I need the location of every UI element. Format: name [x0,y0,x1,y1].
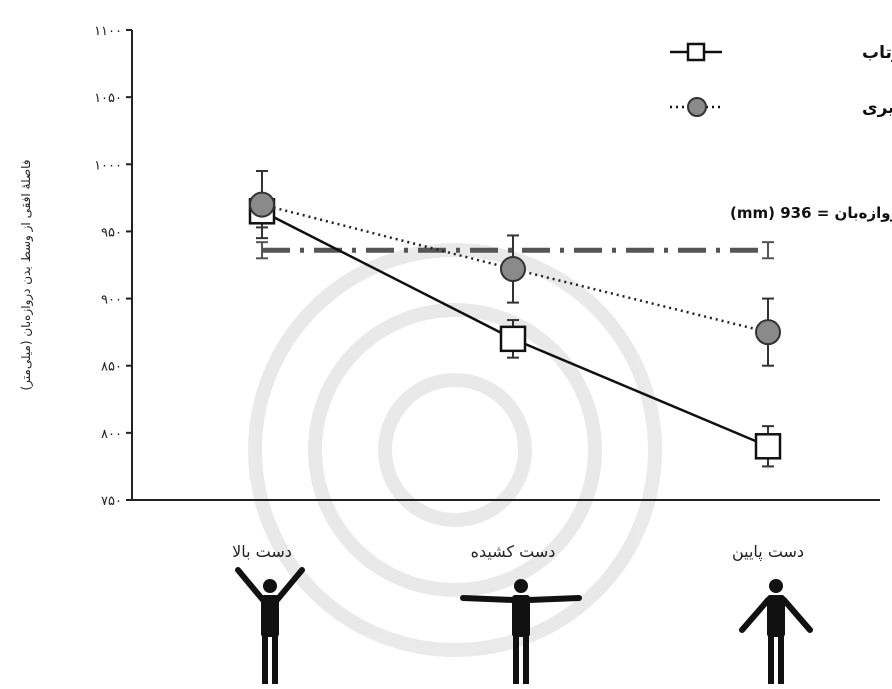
square-point [754,433,782,460]
square-point [499,325,527,353]
reference-annotation: دسترسی دروازه‌بان = 936 (mm) [730,204,892,222]
y-ticks: ۷۵۰ ۸۰۰ ۸۵۰ ۹۰۰ ۹۵۰ ۱۰۰۰ ۱۰۵۰ ۱۱۰۰ [94,24,132,509]
y-tick-label: ۷۵۰ [101,494,122,509]
legend-label: هدف‌گیری [862,97,892,118]
y-tick-label: ۹۰۰ [101,293,122,308]
category-label: دست کشیده [471,542,556,561]
pose-figures [235,567,813,684]
y-tick-label: ۸۰۰ [101,427,122,442]
circle-point [755,319,781,346]
y-axis-label: فاصلهٔ افقی از وسط بدن دروازه‌بان (میلی‌… [19,159,34,390]
y-tick-label: ۱۰۰۰ [94,158,122,173]
y-tick-label: ۱۱۰۰ [94,24,122,39]
legend: پرتاب هدف‌گیری [670,42,892,118]
category-label: دست پایین [732,542,804,562]
y-tick-label: ۸۵۰ [101,360,122,375]
legend-marker [687,97,707,117]
series-group [248,170,782,468]
pose-figure-down [739,579,813,684]
y-tick-label: ۱۰۵۰ [94,91,122,106]
legend-marker [686,42,706,62]
circle-point [249,191,275,218]
category-labels: دست بالا دست کشیده دست پایین [232,542,804,562]
reference-line [256,241,774,260]
category-label: دست بالا [232,542,292,561]
legend-label: پرتاب [862,43,892,63]
pose-figure-up [235,567,305,684]
circle-point [500,256,526,283]
pose-figure-side [460,579,582,684]
y-tick-label: ۹۵۰ [101,225,122,240]
